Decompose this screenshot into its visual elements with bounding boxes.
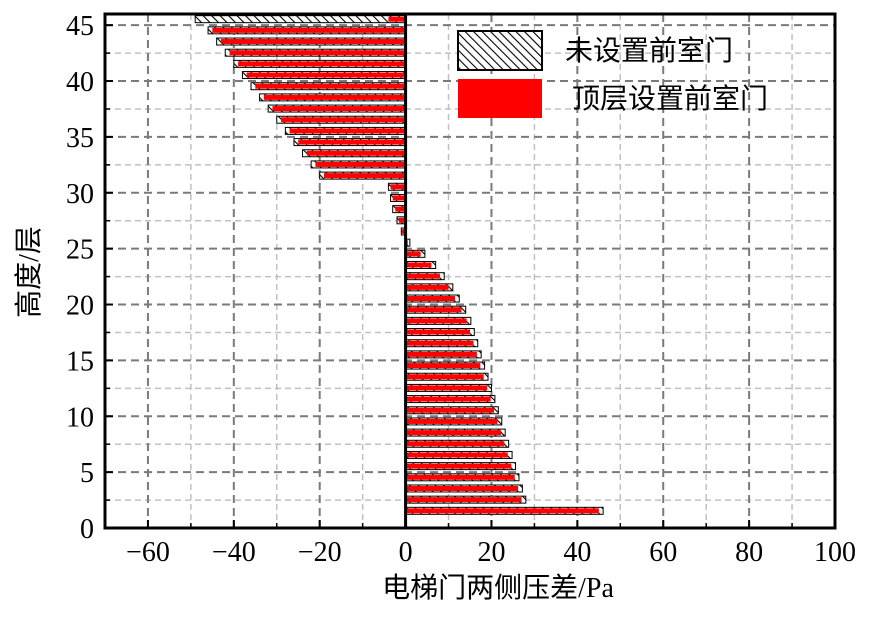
plot-frame (103, 12, 837, 530)
bar-series-2 (405, 441, 505, 447)
x-tick-label: 40 (563, 537, 591, 568)
bar-series-2 (405, 407, 495, 413)
bar-series-2 (405, 463, 512, 469)
y-tick-label: 35 (66, 123, 94, 154)
bar-series-2 (238, 61, 406, 67)
bar-series-2 (405, 296, 455, 302)
y-tick-label: 45 (66, 11, 94, 42)
x-tick-label: 100 (814, 537, 856, 568)
bar-series-2 (246, 72, 406, 78)
axes: −60 −40 −20 0 20 40 60 80 100 0 5 10 15 20 25 30 35 40 45 (66, 11, 856, 568)
bar-series-2 (405, 508, 599, 514)
y-tick-label: 40 (66, 67, 94, 98)
bar-series-2 (405, 340, 474, 346)
bar-series-2 (398, 217, 406, 223)
bar-series-2 (289, 128, 406, 134)
x-tick-label: 80 (735, 537, 763, 568)
bar-series-2 (388, 16, 406, 22)
bar-series-2 (405, 485, 519, 491)
bar-series-2 (405, 430, 501, 436)
bar-series-2 (405, 396, 491, 402)
bar-series-2 (405, 251, 421, 257)
bars (194, 15, 604, 515)
legend-swatch-hatch (457, 30, 543, 71)
y-tick-label: 15 (66, 346, 94, 377)
bar-series-2 (405, 385, 488, 391)
legend-label-series-1: 未设置前室门 (565, 35, 733, 67)
bar-series-2 (392, 195, 406, 201)
bar-series-2 (402, 228, 406, 234)
x-tick-label: −40 (212, 537, 256, 568)
y-tick-label: 5 (80, 458, 94, 489)
y-tick-label: 20 (66, 291, 94, 322)
bar-series-2 (281, 117, 406, 123)
bar-series-2 (405, 418, 498, 424)
bar-series-2 (405, 329, 470, 335)
bar-series-2 (298, 139, 406, 145)
legend-label-series-2: 顶层设置前室门 (572, 83, 768, 115)
bar-series-2 (315, 161, 406, 167)
bar-series-2 (405, 351, 477, 357)
y-axis-label: 高度/层 (13, 226, 45, 318)
bar-series-2 (405, 284, 449, 290)
x-tick-label: 0 (399, 537, 413, 568)
bar-series-2 (390, 184, 406, 190)
y-tick-label: 25 (66, 235, 94, 266)
bar-series-2 (405, 363, 481, 369)
legend-swatch-solid (458, 79, 542, 118)
legend: 未设置前室门 顶层设置前室门 (457, 30, 768, 118)
bar-series-2 (324, 173, 406, 179)
bar-series-2 (229, 50, 406, 56)
x-tick-label: −20 (298, 537, 342, 568)
bar-series-2 (405, 318, 467, 324)
bar-series-2 (306, 150, 406, 156)
bar-series-2 (395, 206, 406, 212)
bar-series-2 (220, 39, 406, 45)
y-tick-label: 30 (66, 179, 94, 210)
bar-series-2 (405, 474, 515, 480)
x-tick-label: −60 (126, 537, 170, 568)
y-tick-label: 0 (80, 514, 94, 545)
bar-series-2 (405, 374, 484, 380)
x-tick-label: 20 (477, 537, 505, 568)
bar-series-2 (405, 307, 462, 313)
y-tick-label: 10 (66, 402, 94, 433)
bar-series-2 (405, 452, 508, 458)
bar-series-2 (405, 273, 440, 279)
bar-series-2 (272, 106, 406, 112)
bar-series-2 (212, 27, 406, 33)
bar-series-2 (255, 83, 406, 89)
x-tick-label: 60 (649, 537, 677, 568)
bar-series-2 (405, 262, 432, 268)
bar-series-2 (263, 94, 406, 100)
x-axis-label: 电梯门两侧压差/Pa (382, 572, 614, 604)
bar-series-1 (194, 15, 407, 24)
bar-series-2 (405, 497, 522, 503)
